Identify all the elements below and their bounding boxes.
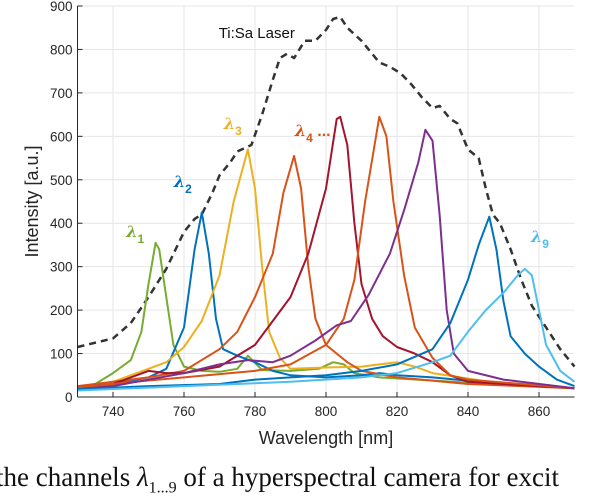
channel-spectrum-line [77, 154, 575, 390]
channel-label-lambda: λ [173, 172, 185, 191]
x-tick-label: 860 [528, 404, 551, 419]
y-axis-label: Intensity [a.u.] [22, 145, 42, 257]
y-tick-label: 800 [50, 42, 73, 57]
y-tick-label: 700 [50, 86, 73, 101]
channel-label-subscript: 3 [235, 124, 242, 138]
laser-label: Ti:Sa Laser [219, 25, 295, 42]
channel-label: λ3 [223, 114, 242, 138]
x-tick-label: 820 [386, 404, 409, 419]
y-tick-label: 500 [50, 173, 73, 188]
channel-label: λ4 ... [294, 121, 331, 145]
y-tick-label: 200 [50, 303, 73, 318]
channel-spectrum-line [77, 215, 575, 391]
x-tick-label: 760 [173, 404, 196, 419]
x-tick-label: 780 [244, 404, 267, 419]
y-tick-label: 0 [65, 390, 73, 405]
channel-label: λ9 [530, 227, 549, 251]
channel-spectrum-line [77, 148, 575, 390]
channel-label-lambda: λ [294, 121, 306, 140]
x-tick-label: 840 [457, 404, 480, 419]
channel-label-suffix: ... [313, 123, 331, 140]
x-axis-label: Wavelength [nm] [259, 428, 393, 448]
caption-lambda: λ [136, 462, 149, 492]
laser-spectrum-line [77, 15, 576, 368]
channel-label: λ1 [125, 222, 144, 246]
y-tick-label: 600 [50, 129, 73, 144]
caption-before: the channels [0, 462, 137, 492]
y-tick-label: 300 [50, 260, 73, 275]
caption-subscript: 1...9 [148, 479, 177, 497]
y-tick-label: 400 [50, 216, 73, 231]
channel-label-subscript: 1 [138, 232, 145, 246]
channel-label-subscript: 4 [306, 131, 313, 145]
channel-label-subscript: 9 [542, 237, 549, 251]
figure-caption: the channels λ1...9 of a hyperspectral c… [0, 462, 559, 497]
x-tick-label: 740 [102, 404, 125, 419]
channel-label-lambda: λ [223, 114, 235, 133]
channel-spectrum-line [77, 115, 575, 390]
channel-label-lambda: λ [530, 227, 542, 246]
channel-spectrum-line [77, 241, 575, 390]
y-tick-label: 100 [50, 347, 73, 362]
channel-spectrum-line [77, 115, 575, 390]
x-tick-label: 800 [315, 404, 338, 419]
y-tick-label: 900 [50, 0, 73, 14]
channel-label: λ2 [173, 172, 192, 196]
caption-after: of a hyperspectral camera for excit [176, 462, 559, 492]
channel-label-subscript: 2 [185, 182, 192, 196]
channel-spectrum-line [77, 267, 576, 392]
channel-label-lambda: λ [125, 222, 137, 241]
